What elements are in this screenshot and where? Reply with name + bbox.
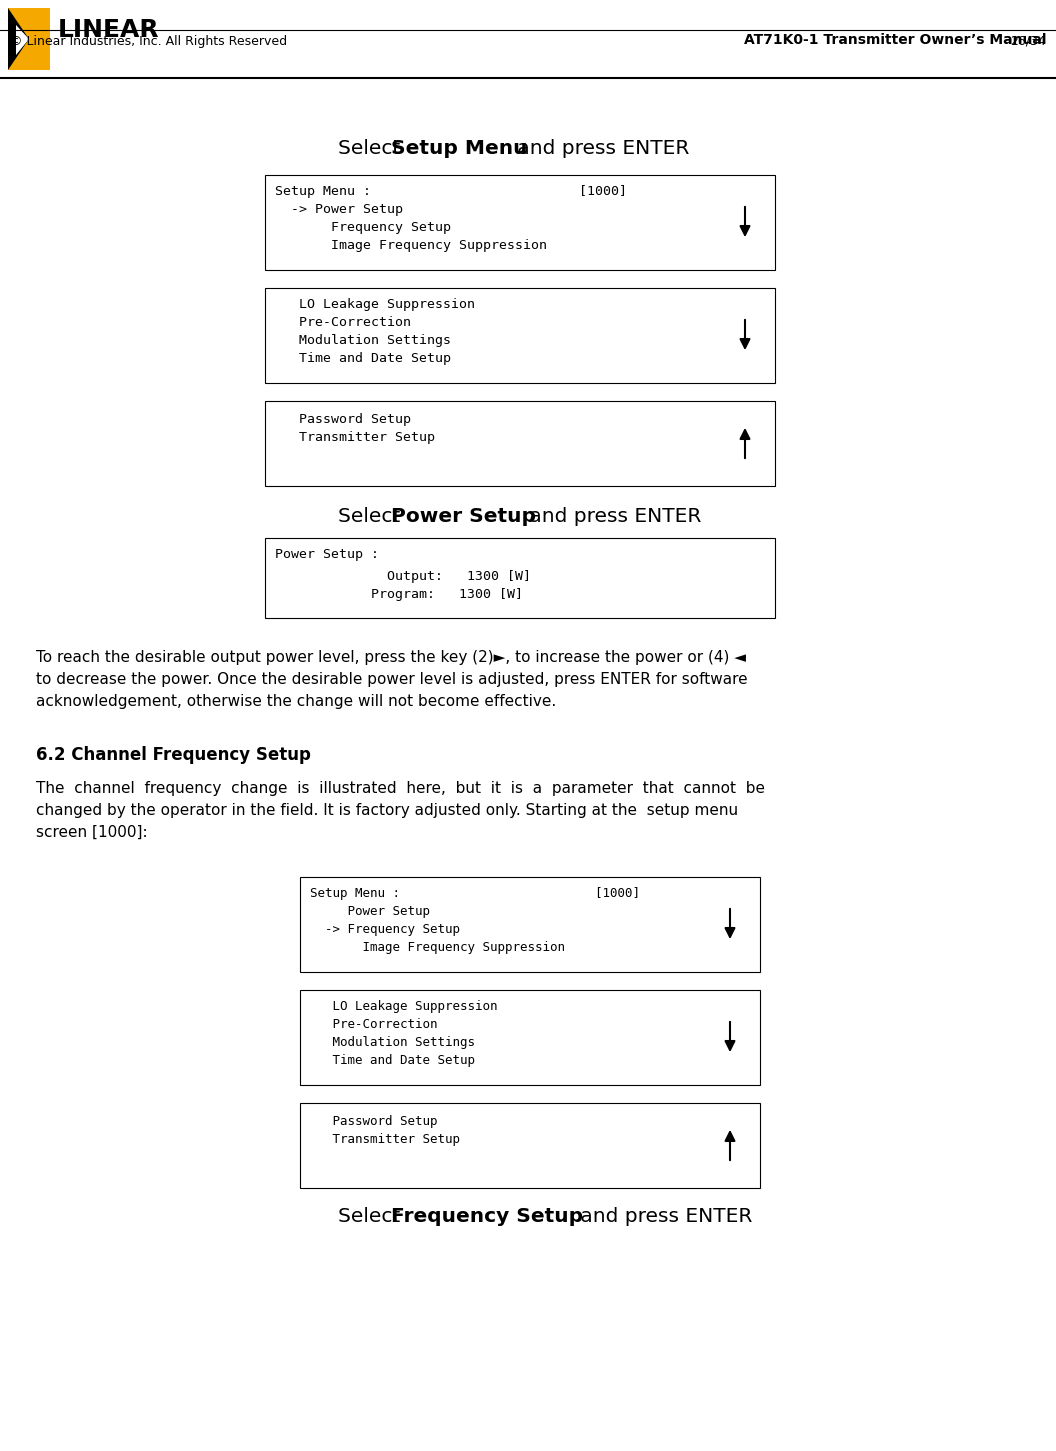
Text: LINEAR: LINEAR: [58, 17, 159, 42]
Text: Pre-Correction: Pre-Correction: [275, 316, 411, 329]
Polygon shape: [16, 25, 29, 55]
Text: Frequency Setup: Frequency Setup: [275, 221, 451, 234]
Text: Power Setup: Power Setup: [391, 506, 536, 525]
Text: Setup Menu :                          [1000]: Setup Menu : [1000]: [310, 887, 640, 900]
Text: -> Frequency Setup: -> Frequency Setup: [310, 923, 460, 936]
FancyBboxPatch shape: [8, 9, 50, 70]
Text: Time and Date Setup: Time and Date Setup: [275, 353, 451, 366]
Text: and press ENTER: and press ENTER: [523, 506, 701, 525]
Text: Transmitter Setup: Transmitter Setup: [310, 1133, 460, 1146]
Text: Power Setup: Power Setup: [310, 905, 430, 918]
Text: Select: Select: [338, 138, 407, 158]
Text: 26/34: 26/34: [1011, 35, 1046, 48]
FancyBboxPatch shape: [300, 990, 760, 1085]
Text: Select: Select: [338, 1206, 407, 1226]
Text: Program:   1300 [W]: Program: 1300 [W]: [275, 588, 523, 601]
FancyBboxPatch shape: [265, 176, 775, 270]
Text: -> Power Setup: -> Power Setup: [275, 203, 403, 216]
FancyBboxPatch shape: [265, 538, 775, 618]
Text: and press ENTER: and press ENTER: [511, 138, 690, 158]
Text: Modulation Settings: Modulation Settings: [310, 1036, 475, 1049]
FancyBboxPatch shape: [300, 876, 760, 972]
Text: Frequency Setup: Frequency Setup: [391, 1206, 583, 1226]
Text: Setup Menu: Setup Menu: [391, 138, 528, 158]
Text: acknowledgement, otherwise the change will not become effective.: acknowledgement, otherwise the change wi…: [36, 694, 557, 710]
Text: 6.2 Channel Frequency Setup: 6.2 Channel Frequency Setup: [36, 746, 310, 765]
Text: Password Setup: Password Setup: [310, 1114, 437, 1127]
Text: Setup Menu :                          [1000]: Setup Menu : [1000]: [275, 184, 627, 197]
Text: Modulation Settings: Modulation Settings: [275, 334, 451, 347]
Text: AT71K0-1 Transmitter Owner’s Manual: AT71K0-1 Transmitter Owner’s Manual: [743, 33, 1046, 46]
Text: Power Setup :: Power Setup :: [275, 548, 379, 562]
Text: Transmitter Setup: Transmitter Setup: [275, 431, 435, 444]
Text: and press ENTER: and press ENTER: [574, 1206, 752, 1226]
Text: Image Frequency Suppression: Image Frequency Suppression: [275, 239, 547, 252]
FancyBboxPatch shape: [265, 400, 775, 486]
Text: © Linear Industries, Inc. All Rights Reserved: © Linear Industries, Inc. All Rights Res…: [10, 35, 287, 48]
Text: To reach the desirable output power level, press the key (2)►, to increase the p: To reach the desirable output power leve…: [36, 650, 746, 665]
Polygon shape: [8, 9, 29, 70]
Text: Pre-Correction: Pre-Correction: [310, 1019, 437, 1032]
Text: Password Setup: Password Setup: [275, 414, 411, 427]
Text: LO Leakage Suppression: LO Leakage Suppression: [275, 297, 475, 311]
Text: Output:   1300 [W]: Output: 1300 [W]: [275, 570, 531, 583]
Text: Select: Select: [338, 506, 407, 525]
Text: to decrease the power. Once the desirable power level is adjusted, press ENTER f: to decrease the power. Once the desirabl…: [36, 672, 748, 686]
Text: The  channel  frequency  change  is  illustrated  here,  but  it  is  a  paramet: The channel frequency change is illustra…: [36, 781, 765, 797]
Text: screen [1000]:: screen [1000]:: [36, 826, 148, 840]
Text: Time and Date Setup: Time and Date Setup: [310, 1053, 475, 1066]
FancyBboxPatch shape: [265, 287, 775, 383]
Text: Image Frequency Suppression: Image Frequency Suppression: [310, 942, 565, 953]
FancyBboxPatch shape: [300, 1103, 760, 1188]
Text: changed by the operator in the field. It is factory adjusted only. Starting at t: changed by the operator in the field. It…: [36, 802, 738, 818]
Text: LO Leakage Suppression: LO Leakage Suppression: [310, 1000, 497, 1013]
